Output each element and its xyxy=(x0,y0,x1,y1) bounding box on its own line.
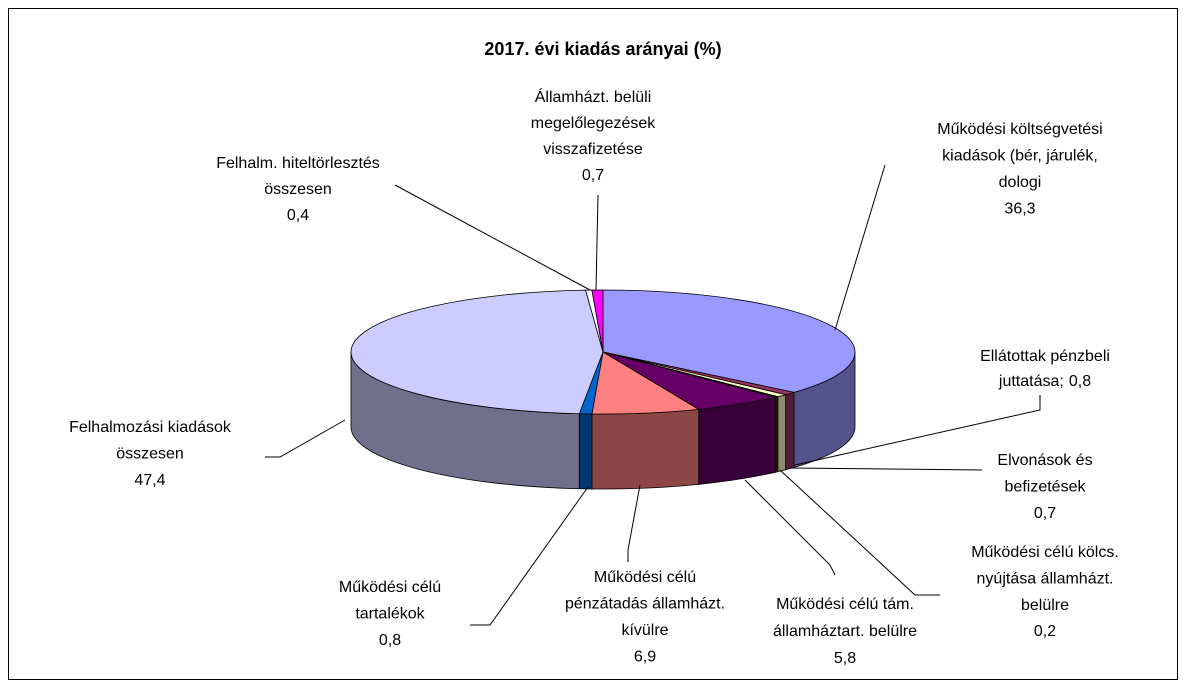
pie-slice-side xyxy=(578,413,593,490)
slice-value-label: 5,8 xyxy=(834,650,856,667)
pie-slice-side xyxy=(777,394,787,473)
slice-value-label: 6,9 xyxy=(634,649,656,666)
slice-label: Működési költségvetési xyxy=(937,121,1102,138)
slice-label: Államházt. belüli xyxy=(535,87,652,106)
slice-label: megelőlegezések xyxy=(531,115,657,132)
pie-slice xyxy=(591,351,700,415)
pie-slice-side xyxy=(591,408,700,490)
leader-line xyxy=(627,484,641,562)
slice-label: kiadások (bér, járulék, xyxy=(942,148,1098,165)
slice-value-label: 47,4 xyxy=(134,472,165,489)
slice-label: Ellátottak pénzbeli xyxy=(980,348,1110,365)
leader-line xyxy=(794,395,1041,466)
slice-label: belülre xyxy=(1021,597,1069,614)
slice-value-label: 0,8 xyxy=(379,632,401,649)
slice-value-label: 0,7 xyxy=(582,167,604,184)
slice-label: dologi xyxy=(999,174,1042,191)
slice-value-label: 0,4 xyxy=(287,207,309,224)
slice-label-name: juttatása; xyxy=(998,373,1064,390)
slice-value-label: 36,3 xyxy=(1004,201,1035,218)
leader-line xyxy=(789,467,983,471)
pie-slice-side xyxy=(698,396,776,485)
slice-label: tartalékok xyxy=(355,606,425,623)
leader-line xyxy=(394,184,591,291)
leader-line xyxy=(265,419,346,458)
slice-label: Működési célú xyxy=(594,569,696,586)
leader-line xyxy=(470,486,589,626)
leader-line xyxy=(779,469,940,596)
slice-label: nyújtása államházt. xyxy=(977,571,1114,588)
slice-label: befizetések xyxy=(1005,479,1087,496)
slice-label: pénzátadás államházt. xyxy=(565,596,725,613)
leader-line xyxy=(834,164,886,331)
pie-slice-side xyxy=(785,391,795,471)
leader-line xyxy=(744,479,836,576)
slice-label: államháztart. belülre xyxy=(773,623,917,640)
slice-value-label: 0,8 xyxy=(1069,373,1091,390)
slice-label: kívülre xyxy=(621,622,668,639)
slice-value-label: 0,7 xyxy=(1034,505,1056,522)
slice-label: Működési célú kölcs. xyxy=(971,544,1119,561)
slice-value-label: 0,2 xyxy=(1034,623,1056,640)
pie-slice xyxy=(591,289,604,353)
pie-slice xyxy=(350,289,604,415)
slice-label: Felhalmozási kiadások xyxy=(69,419,232,436)
pie-slice xyxy=(602,289,856,393)
chart-title: 2017. évi kiadás arányai (%) xyxy=(484,39,721,59)
slice-label: Működési célú tám. xyxy=(776,596,914,613)
slice-label: Felhalm. hiteltörlesztés xyxy=(216,155,380,172)
slice-label: Működési célú xyxy=(339,579,441,596)
slice-label: összesen xyxy=(264,181,332,198)
slice-label: Elvonások és xyxy=(997,452,1092,469)
slice-label: összesen xyxy=(116,446,184,463)
slice-label: juttatása; 0,8 xyxy=(998,373,1091,390)
slice-label: visszafizetése xyxy=(543,141,643,158)
leader-line xyxy=(595,194,599,291)
